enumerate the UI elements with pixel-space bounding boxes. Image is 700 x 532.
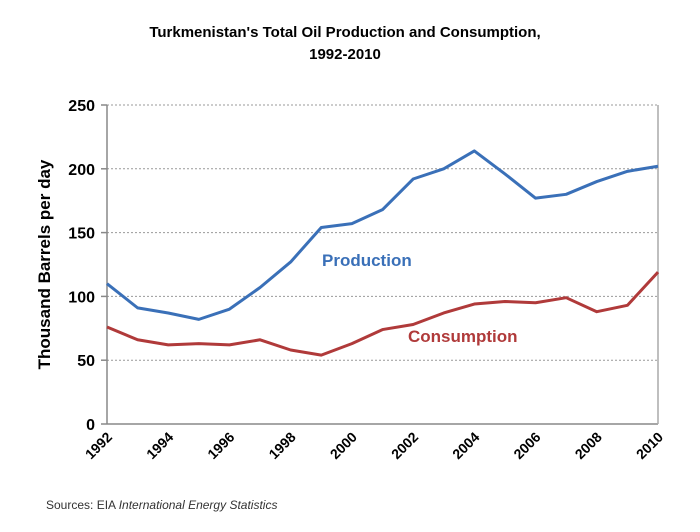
y-tick-label: 200: [68, 162, 95, 179]
y-tick-label: 250: [68, 98, 95, 115]
x-tick-label: 2004: [449, 429, 482, 462]
y-tick-label: 150: [68, 226, 95, 243]
source-title: International Energy Statistics: [118, 498, 278, 512]
series-line-production: [106, 149, 659, 321]
x-tick-label: 2006: [510, 429, 543, 462]
chart-title-line1: Turkmenistan's Total Oil Production and …: [149, 24, 541, 41]
y-tick-label: 0: [86, 417, 95, 434]
series-label-consumption: Consumption: [408, 327, 518, 346]
y-tick-label: 50: [77, 353, 95, 370]
series-line-consumption: [106, 271, 660, 357]
chart-title-line2: 1992-2010: [309, 46, 381, 63]
y-axis-label: Thousand Barrels per day: [35, 159, 54, 369]
x-tick-label: 2008: [572, 429, 605, 462]
series-label-production: Production: [322, 251, 412, 270]
x-tick-label: 2000: [327, 429, 360, 462]
source-prefix: Sources: EIA: [46, 498, 119, 512]
source-note: Sources: EIA International Energy Statis…: [46, 498, 277, 512]
x-tick-label: 1994: [143, 429, 176, 462]
x-tick-label: 1996: [204, 429, 237, 462]
y-tick-label: 100: [68, 289, 95, 306]
x-tick-label: 1998: [265, 429, 298, 462]
x-tick-label: 2010: [633, 429, 666, 462]
x-tick-label: 2002: [388, 429, 421, 462]
